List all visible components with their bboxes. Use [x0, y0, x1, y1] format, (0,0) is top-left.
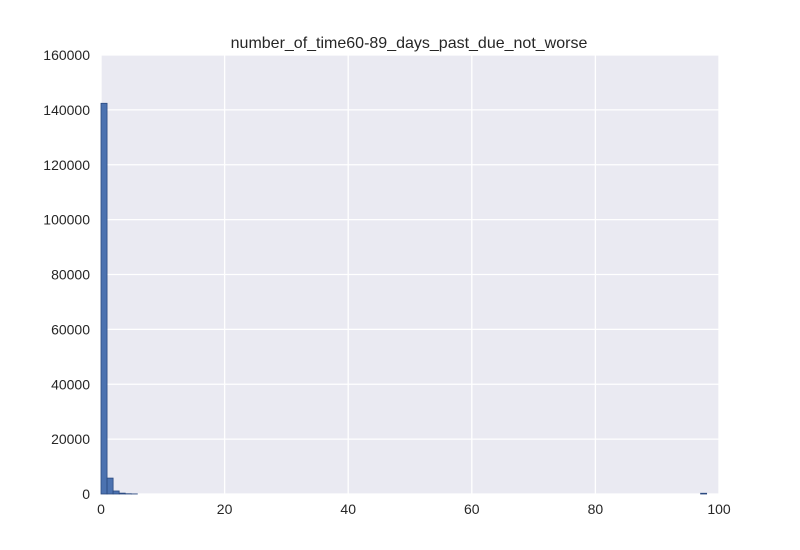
histogram-bar: [112, 490, 120, 495]
histogram-bar: [700, 492, 708, 495]
histogram-bar: [106, 477, 114, 495]
histogram-bars: [100, 102, 708, 495]
y-tick-label: 0: [82, 486, 90, 502]
histogram-bar: [100, 102, 108, 495]
y-tick-label: 60000: [51, 321, 90, 337]
chart-title: number_of_time60-89_days_past_due_not_wo…: [231, 35, 588, 52]
histogram-bar: [118, 492, 126, 495]
x-tick-label: 20: [217, 501, 233, 517]
y-tick-label: 160000: [43, 47, 90, 63]
y-axis-tick-labels: 0 20000 40000 60000 80000 100000 120000 140000 1…: [43, 47, 90, 502]
x-tick-label: 40: [340, 501, 356, 517]
x-tick-label: 80: [588, 501, 604, 517]
y-tick-label: 120000: [43, 157, 90, 173]
x-axis-tick-labels: 0 20 40 60 80 100: [97, 501, 731, 517]
x-tick-label: 100: [707, 501, 731, 517]
y-tick-label: 20000: [51, 431, 90, 447]
y-tick-label: 80000: [51, 267, 90, 283]
y-tick-label: 40000: [51, 376, 90, 392]
y-tick-label: 140000: [43, 102, 90, 118]
x-tick-label: 60: [464, 501, 480, 517]
y-tick-label: 100000: [43, 212, 90, 228]
x-tick-label: 0: [97, 501, 105, 517]
